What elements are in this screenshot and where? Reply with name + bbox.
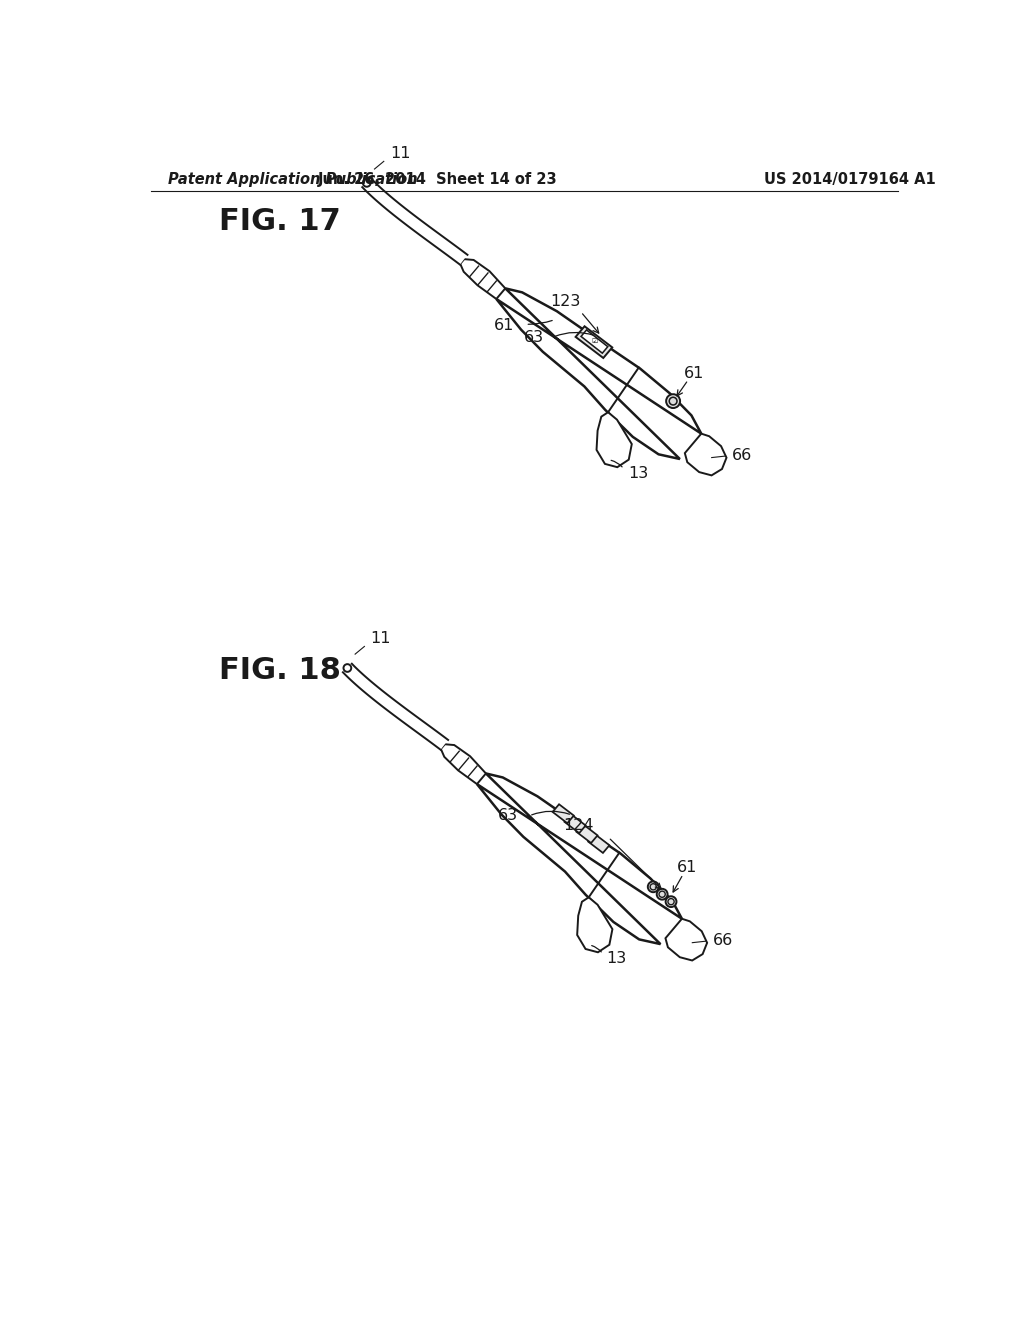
Text: 123: 123 — [550, 294, 581, 309]
Polygon shape — [581, 330, 608, 354]
Text: Jun. 26, 2014  Sheet 14 of 23: Jun. 26, 2014 Sheet 14 of 23 — [318, 172, 558, 186]
Text: FIG. 17: FIG. 17 — [219, 207, 341, 236]
Text: 63: 63 — [524, 330, 545, 345]
Polygon shape — [577, 824, 598, 843]
Polygon shape — [685, 434, 726, 475]
Text: 63: 63 — [498, 808, 518, 824]
Polygon shape — [666, 919, 708, 961]
Text: 124: 124 — [563, 818, 594, 833]
Polygon shape — [497, 288, 701, 459]
Text: 61: 61 — [677, 861, 697, 875]
Text: 11: 11 — [390, 147, 411, 161]
Circle shape — [656, 888, 668, 900]
Polygon shape — [597, 412, 632, 467]
Text: 66: 66 — [732, 447, 752, 463]
Polygon shape — [343, 664, 449, 750]
Circle shape — [667, 395, 680, 408]
Polygon shape — [362, 178, 468, 264]
Text: US 2014/0179164 A1: US 2014/0179164 A1 — [764, 172, 935, 186]
Text: FIG. 18: FIG. 18 — [219, 656, 341, 685]
Circle shape — [666, 896, 677, 907]
Polygon shape — [578, 898, 612, 952]
Text: 13: 13 — [628, 466, 648, 480]
Text: 61: 61 — [683, 366, 703, 381]
Polygon shape — [441, 744, 486, 784]
Text: 66: 66 — [713, 933, 733, 948]
Text: 61: 61 — [495, 318, 514, 333]
Text: Patent Application Publication: Patent Application Publication — [168, 172, 418, 186]
Text: 13: 13 — [606, 952, 627, 966]
Polygon shape — [460, 259, 505, 298]
Polygon shape — [553, 804, 573, 824]
Polygon shape — [575, 326, 612, 358]
Text: ☑: ☑ — [591, 338, 597, 345]
Polygon shape — [564, 814, 586, 833]
Text: 11: 11 — [371, 631, 391, 647]
Polygon shape — [477, 774, 682, 944]
Circle shape — [648, 882, 658, 892]
Polygon shape — [588, 834, 609, 853]
